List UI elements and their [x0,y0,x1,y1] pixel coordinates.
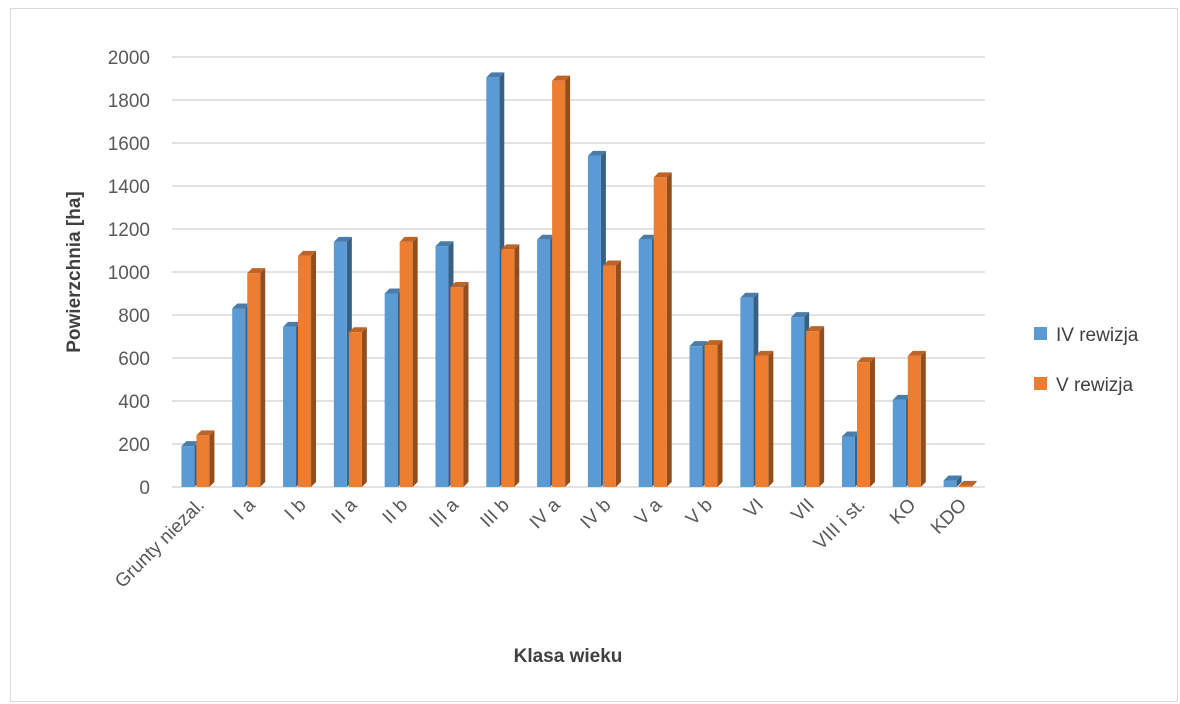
x-tick-label: V a [631,494,666,529]
x-tick-label: I a [230,494,260,524]
bar-v-rewizja-v-a [653,172,672,487]
x-tick-label: I b [281,495,311,525]
x-tick-label: KDO [927,495,971,539]
bar-v-rewizja-ko [907,350,926,487]
x-axis-title: Klasa wieku [514,646,623,667]
y-tick-label: 800 [118,306,150,327]
y-tick-label: 0 [139,478,150,499]
x-tick-labels: Grunty niezal. I a I b II a II b III a III b IV… [111,494,971,592]
y-tick-label: 1400 [108,177,150,198]
x-tick-label: Grunty niezal. [111,495,209,593]
bar-v-rewizja-iii-b [501,244,520,487]
bar-v-rewizja-iii-a [450,282,469,487]
bar-v-rewizja-vii [806,326,825,487]
bar-v-rewizja-i-b [298,250,317,487]
bar-v-rewizja-ii-b [399,236,418,487]
bar-v-rewizja-vi [755,350,774,487]
x-tick-label: III a [426,494,464,532]
bar-v-rewizja-v-b [704,340,723,487]
y-tick-label: 1600 [108,134,150,155]
y-tick-label: 1000 [108,263,150,284]
y-axis-title: Powierzchnia [ha] [64,191,85,353]
legend: IV rewizja V rewizja [1034,325,1139,396]
legend-swatch-v-rewizja [1034,377,1047,390]
x-tick-label: III b [477,495,514,532]
x-tick-label: VII [787,495,818,526]
bar-v-rewizja-i-a [247,268,266,487]
bar-v-rewizja-ii-a [348,327,367,487]
bar-v-rewizja-viii-i-st [856,357,875,487]
x-tick-label: II b [379,495,413,529]
bar-v-rewizja-iv-b [602,260,621,487]
y-tick-label: 600 [118,349,150,370]
x-tick-label: IV b [577,495,616,534]
x-tick-label: VIII i st. [810,495,870,555]
bars [181,72,977,488]
x-tick-label: KO [886,495,920,529]
bar-v-rewizja-iv-a [552,75,571,488]
bar-v-rewizja-grunty-niezal [196,430,215,487]
y-tick-label: 200 [118,435,150,456]
y-tick-label: 1800 [108,91,150,112]
bar-v-rewizja-kdo [958,480,977,487]
y-tick-labels: 0 200 400 600 800 1000 1200 1400 1600 1800 2000 [108,48,150,499]
y-tick-label: 1200 [108,220,150,241]
y-tick-label: 2000 [108,48,150,69]
bar-iv-rewizja-kdo [943,475,962,487]
y-tick-label: 400 [118,392,150,413]
legend-swatch-iv-rewizja [1034,327,1047,340]
x-tick-label: V b [682,495,717,530]
x-tick-label: IV a [526,494,565,533]
x-tick-label: II a [328,494,362,528]
x-tick-label: VI [740,495,768,523]
legend-label-v-rewizja: V rewizja [1056,375,1134,396]
legend-label-iv-rewizja: IV rewizja [1056,325,1139,346]
